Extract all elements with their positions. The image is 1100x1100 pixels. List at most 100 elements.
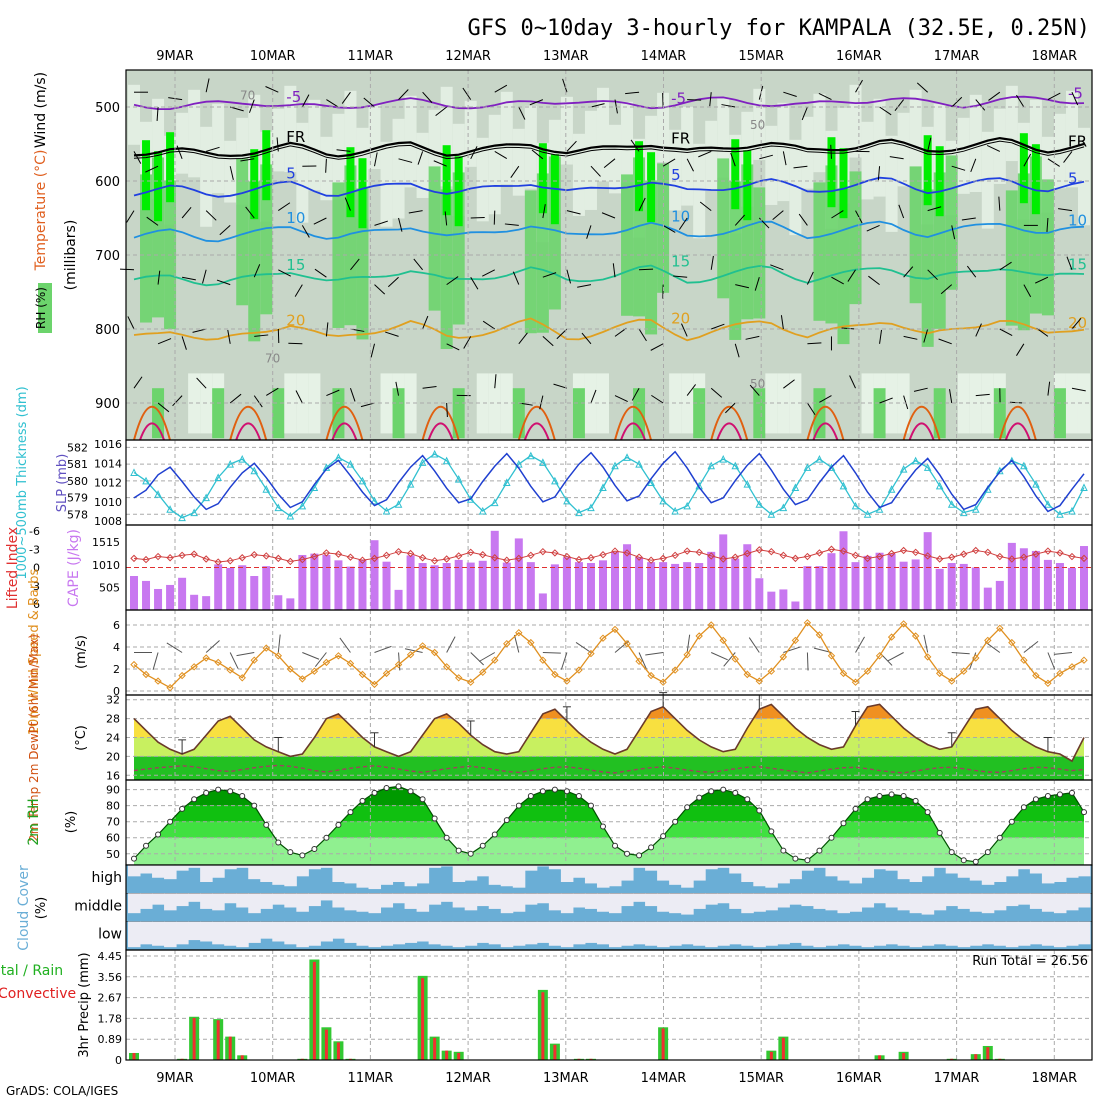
- li-marker: [491, 554, 499, 562]
- cloud-gap-cell: [753, 893, 766, 912]
- wind-barb: [1023, 641, 1039, 653]
- li-marker: [1080, 554, 1088, 563]
- wind-speed-marker: [382, 669, 391, 678]
- wind-barb: [531, 149, 544, 160]
- cloud-gap-cell: [993, 893, 1007, 911]
- wind-barb: [966, 265, 977, 278]
- wind-barb: [614, 99, 618, 114]
- wind-barb: [494, 150, 508, 160]
- rh-marker: [347, 809, 354, 816]
- thickness-marker: [767, 510, 776, 518]
- rh-dry-patch: [224, 140, 237, 203]
- cloud-gap-cell: [176, 921, 189, 945]
- cloud-gap-cell: [260, 865, 273, 882]
- cloud-gap-cell: [308, 865, 321, 870]
- wind-barb: [780, 315, 784, 330]
- isotherm-line: [614, 405, 652, 441]
- wind-barb: [463, 336, 472, 349]
- thickness-marker: [803, 463, 812, 471]
- wind-barb: [1054, 652, 1073, 655]
- cloud-gap-cell: [813, 893, 826, 909]
- thickness-marker: [418, 458, 427, 466]
- wind-barb: [446, 276, 459, 286]
- cloud-gap-cell: [729, 893, 742, 909]
- isotherm-line: [517, 405, 556, 441]
- rh-marker: [215, 786, 222, 793]
- wind-barb: [349, 388, 356, 402]
- li-marker: [587, 554, 595, 562]
- thickness-marker: [611, 461, 619, 470]
- cape-bar: [478, 560, 487, 610]
- precip-convective-bar: [902, 1052, 906, 1060]
- cloud-gap-cell: [1029, 865, 1043, 874]
- cloud-gap-cell: [572, 921, 586, 945]
- wind-barb: [313, 217, 327, 225]
- cloud-gap-cell: [320, 921, 333, 942]
- li-marker: [527, 551, 535, 560]
- cape-bar: [346, 566, 355, 610]
- cloud-gap-cell: [452, 893, 466, 908]
- wind-speed-marker: [178, 671, 186, 680]
- wind-barb: [266, 387, 279, 396]
- rh-legend-swatch: [38, 283, 52, 333]
- isotherm-line: [427, 422, 454, 441]
- cloud-gap-cell: [188, 865, 201, 868]
- cloud-gap-cell: [500, 921, 514, 948]
- wind-barb: [325, 322, 329, 337]
- cloud-gap-cell: [993, 865, 1007, 882]
- cloud-gap-cell: [633, 893, 646, 902]
- isotherm-line: [523, 422, 550, 441]
- thickness-marker: [923, 463, 932, 471]
- li-marker: [851, 551, 860, 560]
- rh-dry-patch: [681, 106, 694, 206]
- li-marker: [575, 555, 583, 564]
- rh-saturated-patch: [358, 158, 367, 229]
- precip-convective-bar: [986, 1047, 990, 1060]
- thickness-marker: [731, 461, 740, 470]
- rh-marker: [443, 834, 450, 841]
- cape-bar: [659, 562, 668, 610]
- temp-band: [134, 737, 1084, 757]
- date-label-top: 12MAR: [445, 49, 491, 64]
- cloud-gap-cell: [524, 921, 538, 945]
- precip-convective-bar: [878, 1055, 882, 1060]
- wind-barb: [894, 99, 905, 111]
- li-marker: [707, 552, 715, 560]
- cloud-gap-cell: [212, 865, 225, 878]
- y-tick-label: 1016: [94, 438, 122, 451]
- cape-bar: [959, 563, 968, 610]
- wind-speed-marker: [479, 668, 487, 677]
- wind-speed-marker: [731, 655, 739, 663]
- rh-moist-patch: [440, 189, 453, 350]
- cloud-gap-cell: [885, 921, 899, 945]
- thickness-marker: [190, 508, 198, 517]
- slp-line: [133, 450, 1085, 513]
- rh-moist-patch: [933, 388, 946, 439]
- wind-barb: [949, 389, 953, 404]
- wind-speed-marker: [563, 677, 571, 685]
- cloud-gap-cell: [741, 865, 754, 882]
- cloud-gap-cell: [200, 921, 213, 942]
- rh-saturated-patch: [1031, 144, 1040, 215]
- thickness-marker: [454, 475, 463, 483]
- cape-bar: [887, 553, 896, 610]
- li-marker: [370, 554, 379, 563]
- rh-moist-patch: [392, 388, 405, 439]
- cloud-gap-cell: [140, 893, 153, 909]
- isotherm-line: [133, 136, 1085, 158]
- cape-bar: [538, 593, 547, 610]
- y-tick-label: 6: [113, 619, 120, 632]
- wind-speed-marker: [1056, 669, 1064, 678]
- wind-barb: [927, 269, 938, 281]
- wind-speed-marker: [707, 621, 715, 629]
- wind-barb: [302, 652, 320, 660]
- rh-marker: [876, 793, 883, 800]
- y-tick-label: 500: [95, 101, 120, 116]
- cloud-gap-cell: [825, 921, 838, 946]
- rh-moist-patch: [729, 181, 742, 340]
- wind-barb: [686, 384, 696, 396]
- cloud-gap-cell: [633, 921, 646, 945]
- wind-barb: [638, 197, 646, 211]
- cloud-gap-cell: [693, 865, 706, 881]
- li-marker: [166, 554, 174, 562]
